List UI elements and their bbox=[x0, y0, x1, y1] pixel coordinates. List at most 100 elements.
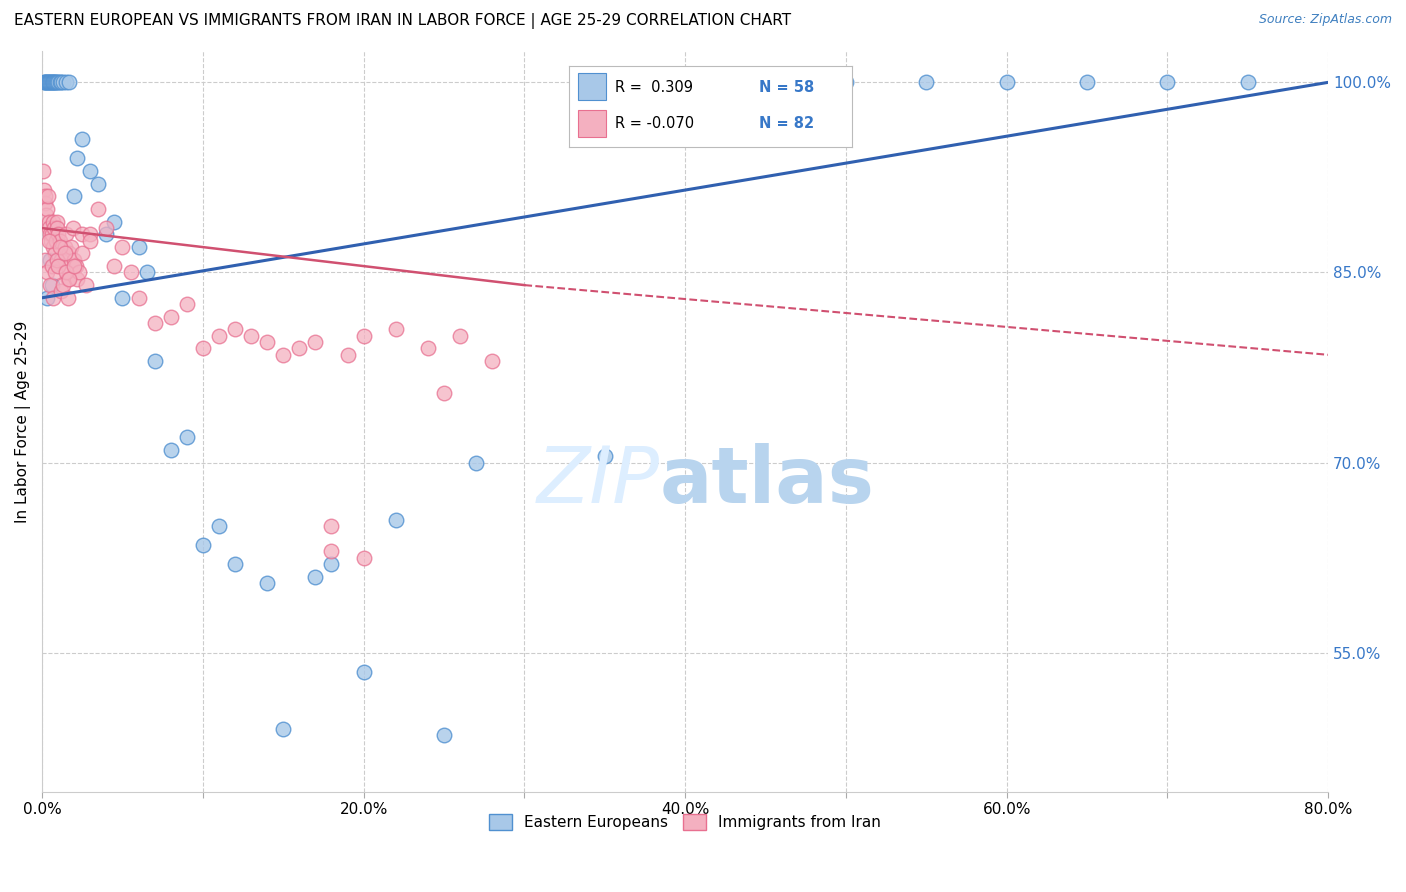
Point bbox=[41, 227, 63, 242]
Point bbox=[72, 246, 94, 260]
Point bbox=[34, 195, 56, 210]
Point bbox=[34, 75, 56, 89]
Point bbox=[46, 259, 69, 273]
Point bbox=[39, 278, 62, 293]
Point bbox=[39, 234, 62, 248]
Point bbox=[304, 335, 326, 350]
Point bbox=[304, 569, 326, 583]
Point bbox=[103, 259, 125, 273]
Point bbox=[39, 227, 62, 242]
Point bbox=[46, 75, 69, 89]
Point bbox=[38, 221, 60, 235]
Point bbox=[271, 722, 294, 736]
Point bbox=[55, 227, 77, 242]
Point bbox=[353, 665, 375, 679]
Point bbox=[51, 285, 73, 299]
Text: Source: ZipAtlas.com: Source: ZipAtlas.com bbox=[1258, 13, 1392, 27]
Point bbox=[79, 164, 101, 178]
Point bbox=[63, 252, 86, 267]
Point bbox=[321, 519, 343, 533]
Point bbox=[87, 202, 110, 216]
Point bbox=[41, 259, 63, 273]
Text: ZIP: ZIP bbox=[537, 442, 659, 518]
Legend: Eastern Europeans, Immigrants from Iran: Eastern Europeans, Immigrants from Iran bbox=[482, 808, 887, 836]
Point bbox=[53, 240, 76, 254]
Point bbox=[336, 348, 359, 362]
Point bbox=[44, 75, 66, 89]
Point bbox=[593, 449, 616, 463]
Point bbox=[45, 234, 67, 248]
Point bbox=[111, 240, 134, 254]
Point bbox=[67, 265, 90, 279]
Point bbox=[96, 227, 118, 242]
Point bbox=[34, 75, 56, 89]
Point bbox=[224, 557, 246, 571]
Point bbox=[288, 342, 311, 356]
Point bbox=[60, 240, 83, 254]
Point bbox=[66, 152, 89, 166]
Point bbox=[75, 278, 97, 293]
Point bbox=[38, 234, 60, 248]
Point bbox=[321, 557, 343, 571]
Point bbox=[32, 164, 55, 178]
Point bbox=[45, 75, 67, 89]
Point bbox=[39, 75, 62, 89]
Point bbox=[271, 348, 294, 362]
Point bbox=[45, 215, 67, 229]
Point bbox=[32, 183, 55, 197]
Point bbox=[191, 538, 214, 552]
Point bbox=[481, 354, 503, 368]
Point bbox=[256, 575, 278, 590]
Point bbox=[58, 75, 80, 89]
Point bbox=[49, 75, 72, 89]
Point bbox=[35, 291, 58, 305]
Point bbox=[143, 316, 166, 330]
Point bbox=[37, 75, 59, 89]
Point bbox=[51, 252, 73, 267]
Point bbox=[79, 227, 101, 242]
Point bbox=[38, 75, 60, 89]
Point bbox=[35, 208, 58, 222]
Point bbox=[87, 177, 110, 191]
Point bbox=[433, 385, 456, 400]
Point bbox=[56, 291, 79, 305]
Point bbox=[103, 215, 125, 229]
Point bbox=[65, 259, 87, 273]
Point bbox=[52, 259, 75, 273]
Point bbox=[72, 132, 94, 146]
Point bbox=[449, 328, 471, 343]
Point bbox=[52, 278, 75, 293]
Point bbox=[143, 354, 166, 368]
Point bbox=[55, 75, 77, 89]
Point bbox=[416, 342, 439, 356]
Point bbox=[465, 456, 488, 470]
Point bbox=[433, 728, 456, 742]
Point bbox=[96, 221, 118, 235]
Point bbox=[835, 75, 858, 89]
Point bbox=[72, 227, 94, 242]
Point bbox=[42, 240, 65, 254]
Point bbox=[224, 322, 246, 336]
Point bbox=[39, 75, 62, 89]
Point bbox=[120, 265, 142, 279]
Point bbox=[41, 278, 63, 293]
Point bbox=[353, 328, 375, 343]
Text: atlas: atlas bbox=[659, 442, 875, 518]
Point bbox=[135, 265, 157, 279]
Point bbox=[79, 234, 101, 248]
Point bbox=[49, 234, 72, 248]
Point bbox=[1236, 75, 1258, 89]
Point bbox=[39, 252, 62, 267]
Point bbox=[915, 75, 938, 89]
Point bbox=[44, 221, 66, 235]
Point bbox=[128, 291, 150, 305]
Point bbox=[176, 297, 198, 311]
Point bbox=[44, 265, 66, 279]
Point bbox=[38, 215, 60, 229]
Point bbox=[51, 75, 73, 89]
Point bbox=[38, 75, 60, 89]
Point bbox=[63, 259, 86, 273]
Point bbox=[32, 75, 55, 89]
Point bbox=[35, 265, 58, 279]
Point bbox=[41, 215, 63, 229]
